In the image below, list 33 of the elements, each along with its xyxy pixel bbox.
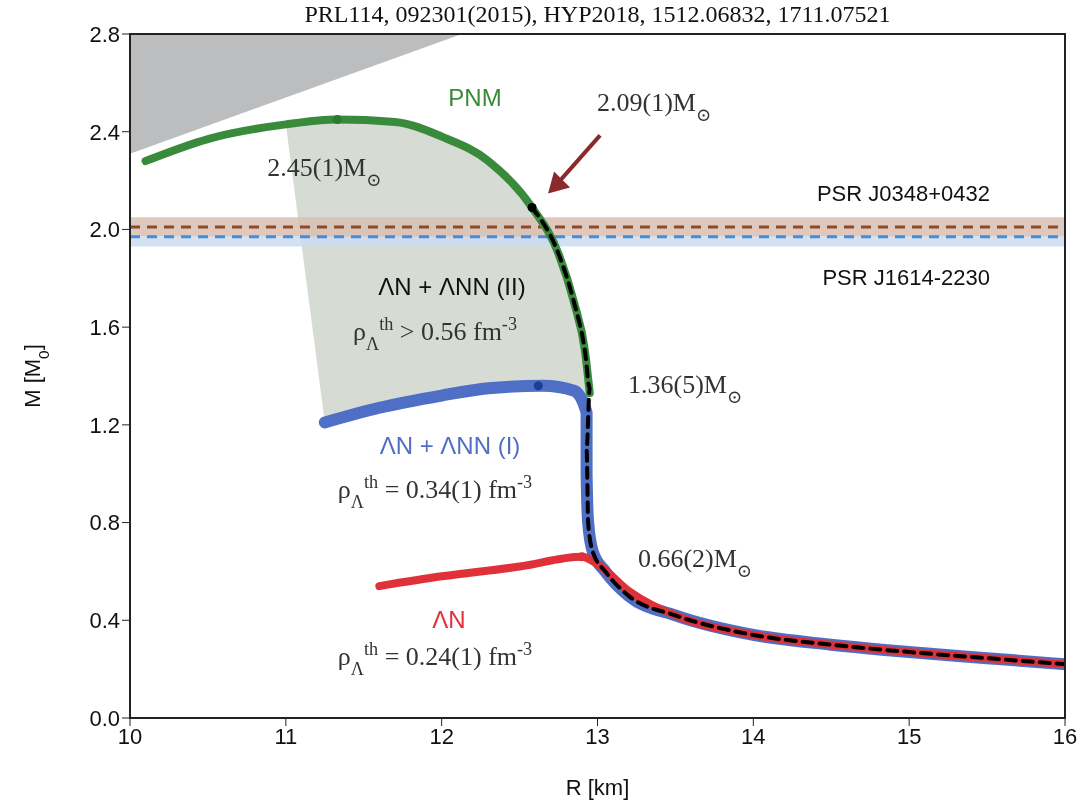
- x-tick-label: 14: [741, 723, 766, 749]
- x-tick-label: 10: [117, 723, 143, 749]
- annotation: 1.36(5)M$_{⊙}$: [628, 370, 743, 407]
- x-tick-label: 13: [585, 723, 610, 749]
- annotation: ρ$_{Λ}$$^{th}$ = 0.24(1) fm$^{-3}$: [337, 639, 533, 679]
- y-tick-label: 0.4: [89, 608, 120, 634]
- series-label: ΛN + ΛNN (I): [379, 432, 521, 459]
- chart-title: PRL114, 092301(2015), HYP2018, 1512.06832, 1711.07521: [304, 1, 891, 27]
- x-tick-label: 16: [1052, 723, 1078, 749]
- annotation: ρ$_{Λ}$$^{th}$ > 0.56 fm$^{-3}$: [352, 314, 518, 354]
- x-axis-title: R [km]: [565, 775, 630, 800]
- series-label: PNM: [448, 84, 502, 111]
- point: [533, 381, 543, 391]
- y-tick-label: 0.0: [89, 705, 120, 731]
- y-tick-label: 2.8: [89, 21, 120, 47]
- annotation: 0.66(2)M$_{⊙}$: [637, 543, 753, 581]
- x-tick-label: 12: [429, 723, 454, 749]
- series-label: ΛN: [432, 606, 466, 633]
- x-tick-label: 15: [896, 723, 922, 749]
- y-tick-label: 1.2: [89, 412, 120, 438]
- y-tick-label: 2.0: [89, 217, 120, 243]
- y-tick-label: 0.8: [89, 510, 120, 536]
- x-tick-label: 11: [274, 723, 298, 749]
- annotation: 2.09(1)M$_{⊙}$: [597, 88, 712, 125]
- annotation: 2.45(1)M$_{⊙}$: [267, 152, 382, 190]
- annotation: ΛN + ΛNN (II): [378, 273, 526, 300]
- ref-line-label: PSR J1614-2230: [822, 264, 990, 290]
- point: [527, 202, 537, 212]
- y-tick-label: 2.4: [89, 119, 120, 145]
- y-tick-label: 1.6: [89, 314, 120, 340]
- ref-line-label: PSR J0348+0432: [816, 180, 990, 206]
- annotation: ρ$_{Λ}$$^{th}$ = 0.34(1) fm$^{-3}$: [337, 472, 533, 512]
- point: [332, 114, 342, 125]
